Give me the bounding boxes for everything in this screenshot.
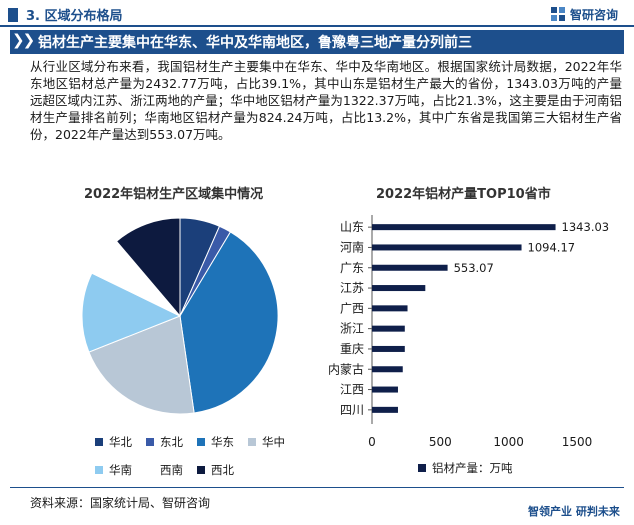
pie-legend-item: 华中 <box>248 434 285 450</box>
pie-slice-7 <box>115 217 181 318</box>
bar-1 <box>372 224 556 231</box>
bar-8 <box>372 366 403 373</box>
bar-legend-swatch <box>418 464 426 472</box>
pie-legend-swatch <box>248 438 256 446</box>
pie-legend-label: 西北 <box>211 463 234 477</box>
pie-legend: 华北 东北 华东 华中华南 西南 西北 <box>95 434 295 490</box>
brand-name: 智研咨询 <box>570 8 619 22</box>
pie-legend-item: 华北 <box>95 434 132 450</box>
bar-7 <box>372 345 405 352</box>
brand-logo-icon <box>551 7 565 21</box>
bar-2 <box>372 244 522 251</box>
pie-legend-swatch <box>145 465 155 475</box>
bar-category-label: 四川 <box>340 403 364 417</box>
section-label: 3. 区域分布格局 <box>26 9 123 24</box>
bar-category-label: 重庆 <box>340 342 364 356</box>
footer-slogan: 智领产业 研判未来 <box>528 505 620 518</box>
pie-legend-swatch <box>146 438 154 446</box>
bar-category-label: 浙江 <box>340 322 364 336</box>
bar-x-tick-label: 500 <box>429 435 452 449</box>
pie-legend-item: 西南 <box>145 462 183 478</box>
pie-chart <box>81 217 279 415</box>
bar-chart-title: 2022年铝材产量TOP10省市 <box>376 187 551 202</box>
bar-legend-label: 铝材产量：万吨 <box>432 461 513 475</box>
bar-category-label: 江西 <box>340 383 364 397</box>
pie-legend-label: 东北 <box>160 435 183 449</box>
bar-category-label: 内蒙古 <box>328 361 364 376</box>
bar-10 <box>372 406 398 413</box>
footer-divider <box>10 487 624 488</box>
pie-legend-row: 华南 西南 西北 <box>95 462 295 478</box>
bar-category-label: 江苏 <box>340 281 364 295</box>
bar-3 <box>372 264 448 271</box>
bar-9 <box>372 386 398 393</box>
pie-legend-item: 西北 <box>197 462 234 478</box>
pie-slice-3 <box>179 231 279 414</box>
bar-4 <box>372 285 426 292</box>
bar-x-tick-label: 0 <box>368 435 376 449</box>
title-banner <box>10 30 624 54</box>
pie-legend-swatch <box>95 438 103 446</box>
bar-data-label: 1094.17 <box>528 240 576 254</box>
pie-legend-swatch <box>197 466 205 474</box>
pie-legend-item: 东北 <box>146 434 183 450</box>
pie-legend-label: 西南 <box>160 463 183 477</box>
pie-legend-label: 华南 <box>109 463 132 477</box>
pie-legend-swatch <box>95 466 103 474</box>
bar-category-label: 河南 <box>340 239 364 254</box>
bar-5 <box>372 305 408 312</box>
bar-data-label: 553.07 <box>454 261 494 275</box>
pie-legend-item: 华南 <box>95 462 132 478</box>
bar-category-label: 广东 <box>340 261 364 275</box>
section-marker <box>8 8 18 22</box>
pie-legend-label: 华北 <box>109 435 132 449</box>
bar-category-label: 广西 <box>340 301 364 315</box>
pie-legend-row: 华北 东北 华东 华中 <box>95 434 295 450</box>
pie-legend-label: 华中 <box>262 435 285 449</box>
pie-legend-item: 华东 <box>197 434 234 450</box>
source-note: 资料来源：国家统计局、智研咨询 <box>30 496 211 510</box>
pie-chart-title: 2022年铝材生产区域集中情况 <box>84 187 264 202</box>
bar-category-label: 山东 <box>340 220 364 234</box>
pie-legend-label: 华东 <box>211 435 234 449</box>
bar-chart: 山东 1343.03 河南 1094.17 广东 553.07 江苏广西浙江重庆内蒙古江西四… <box>328 215 610 449</box>
pie-legend-swatch <box>197 438 205 446</box>
header-divider <box>0 25 634 27</box>
pie-slice-4 <box>88 315 195 415</box>
chevron-icon: ❯❯ <box>12 31 35 49</box>
bar-legend: 铝材产量：万吨 <box>418 460 513 476</box>
bar-x-tick-label: 1500 <box>562 435 593 449</box>
bar-6 <box>372 325 405 332</box>
banner-title: 铝材生产主要集中在华东、华中及华南地区，鲁豫粤三地产量分列前三 <box>38 35 472 51</box>
bar-x-tick-label: 1000 <box>493 435 524 449</box>
summary-paragraph: 从行业区域分布来看，我国铝材生产主要集中在华东、华中及华南地区。根据国家统计局数… <box>30 59 622 142</box>
pie-slice-5 <box>81 272 182 353</box>
bar-data-label: 1343.03 <box>562 220 610 234</box>
